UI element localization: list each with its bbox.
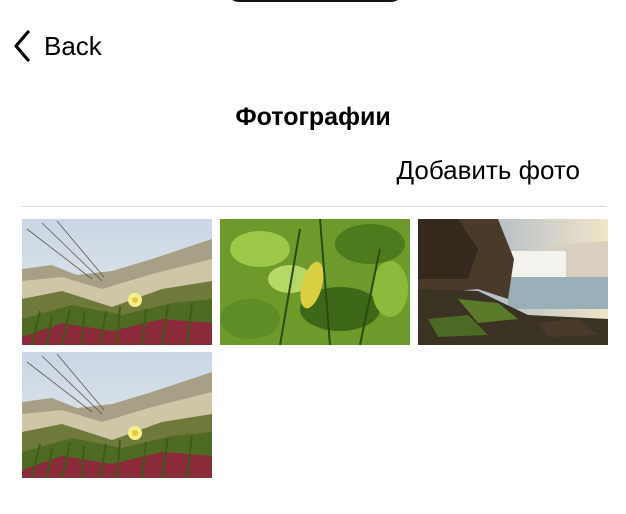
chevron-left-icon: [12, 29, 32, 63]
divider: [22, 206, 606, 207]
device-notch: [227, 0, 403, 2]
back-label: Back: [44, 31, 102, 61]
photo-thumbnail-1[interactable]: [22, 219, 212, 345]
back-button[interactable]: Back: [12, 28, 102, 64]
page-title: Фотографии: [235, 103, 391, 131]
photo-thumbnail-4[interactable]: [22, 352, 212, 478]
photo-thumbnail-2[interactable]: [220, 219, 410, 345]
photo-thumbnail-3[interactable]: [418, 219, 608, 345]
add-photo-button[interactable]: Добавить фото: [396, 155, 581, 185]
